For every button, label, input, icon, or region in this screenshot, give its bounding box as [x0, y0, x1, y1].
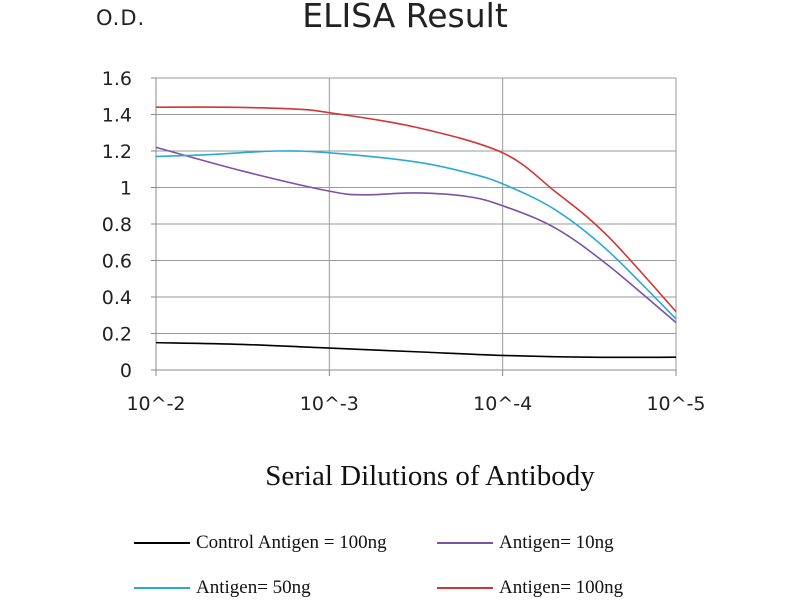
x-tick-label: 10^-4 [473, 393, 532, 415]
legend-item-antigen-50ng: Antigen= 50ng [134, 576, 311, 600]
legend-swatch-antigen-50ng [134, 587, 190, 589]
x-tick-label: 10^-2 [126, 393, 185, 415]
x-tick-label: 10^-3 [300, 393, 359, 415]
legend-label-antigen-50ng: Antigen= 50ng [196, 577, 311, 598]
x-tick-label: 10^-5 [646, 393, 705, 415]
y-tick-label: 1.2 [102, 141, 132, 163]
series-layer [155, 106, 677, 359]
legend-swatch-antigen-10ng [437, 542, 493, 544]
legend-label-antigen-100ng: Antigen= 100ng [499, 577, 624, 598]
y-tick-label: 0.8 [102, 214, 132, 236]
series-line-3 [155, 106, 677, 313]
y-tick-label: 1.4 [102, 105, 132, 127]
legend-item-antigen-10ng: Antigen= 10ng [437, 531, 614, 555]
grid-layer [156, 77, 677, 370]
y-tick-label: 0.6 [102, 251, 132, 273]
y-tick-label: 0.4 [102, 287, 132, 309]
series-line-0 [155, 341, 677, 359]
chart-title-text: ELISA Result [302, 0, 508, 35]
legend-label-antigen-10ng: Antigen= 10ng [499, 532, 614, 553]
x-axis-label: Serial Dilutions of Antibody [265, 460, 595, 492]
legend-swatch-antigen-100ng [437, 587, 493, 589]
axis-layer [151, 77, 677, 376]
y-tick-label: 1.6 [102, 68, 132, 90]
y-tick-label: 0.2 [102, 324, 132, 346]
y-axis-label: O.D. [96, 6, 146, 30]
series-line-2 [155, 150, 677, 320]
chart-title: ELISA Result [0, 0, 800, 35]
y-tick-label: 0 [120, 360, 132, 382]
legend-item-control: Control Antigen = 100ng [134, 531, 387, 555]
series-line-1 [155, 146, 677, 324]
legend-item-antigen-100ng: Antigen= 100ng [437, 576, 623, 600]
y-tick-label: 1 [120, 178, 132, 200]
legend-label-control: Control Antigen = 100ng [196, 532, 387, 553]
elisa-line-chart: 0 0.2 0.4 0.6 0.8 1 1.2 1.4 1.6 10^-2 10^-3 10^-4 10… [102, 68, 706, 415]
legend-swatch-control [134, 542, 190, 544]
tick-label-layer: 0 0.2 0.4 0.6 0.8 1 1.2 1.4 1.6 10^-2 10^-3 10^-4 10… [102, 68, 706, 415]
